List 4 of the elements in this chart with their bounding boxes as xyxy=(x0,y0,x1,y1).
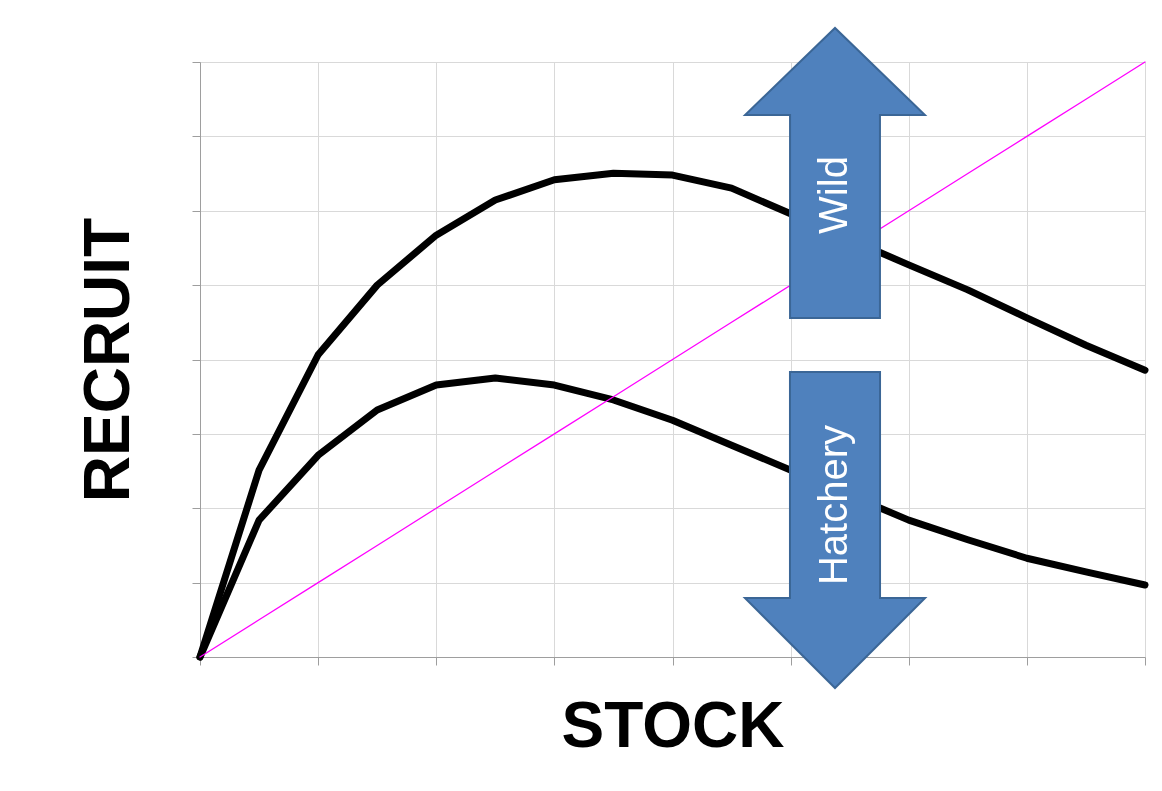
annotation: Hatchery xyxy=(811,424,855,586)
annotation: Wild xyxy=(811,156,855,234)
y-axis-title: RECRUIT xyxy=(71,217,143,503)
x-axis-title: STOCK xyxy=(561,689,785,761)
